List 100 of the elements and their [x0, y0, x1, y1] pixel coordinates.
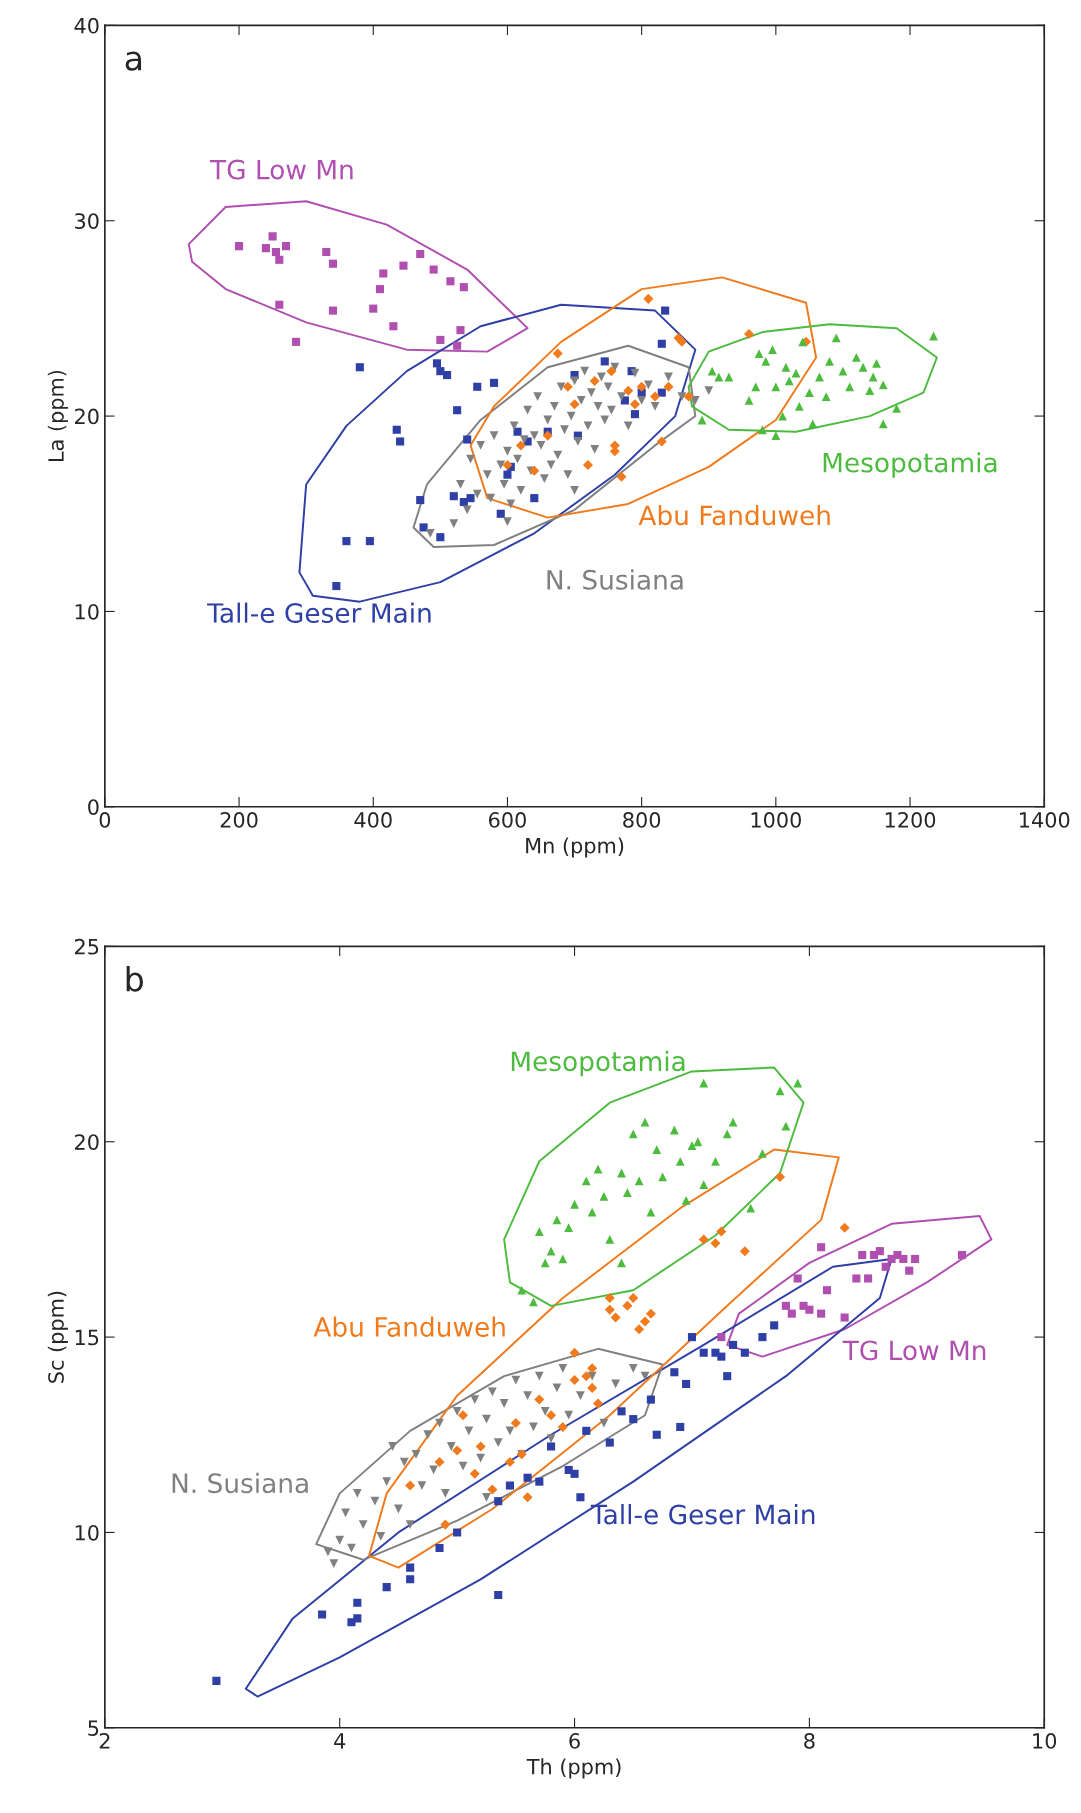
point: [405, 1520, 415, 1530]
point: [570, 1469, 579, 1478]
point: [603, 382, 613, 392]
point: [781, 362, 791, 372]
point: [529, 1297, 538, 1307]
point: [858, 362, 868, 372]
point: [499, 480, 509, 489]
point: [582, 459, 593, 470]
point: [446, 1442, 456, 1451]
point: [707, 366, 717, 376]
x-tick-label: 1000: [751, 812, 801, 828]
point: [569, 1375, 580, 1386]
point: [881, 1262, 890, 1271]
point: [557, 1421, 568, 1432]
point: [630, 410, 639, 419]
point: [728, 1117, 738, 1127]
point: [494, 1497, 503, 1506]
point: [473, 382, 482, 391]
point: [865, 386, 875, 396]
point: [494, 1590, 503, 1599]
point: [637, 396, 647, 405]
point: [449, 492, 458, 501]
point: [342, 537, 351, 546]
point: [505, 1426, 515, 1436]
point: [436, 533, 445, 542]
point: [453, 406, 462, 415]
point: [502, 459, 513, 470]
point: [838, 366, 848, 376]
text: Abu Fanduweh: [313, 1316, 505, 1337]
point: [505, 1481, 515, 1490]
x-tick-label: 10: [1033, 1733, 1057, 1749]
point: [353, 1598, 362, 1607]
point: [677, 392, 687, 401]
point: [268, 232, 277, 241]
point: [540, 1258, 550, 1268]
point: [475, 1441, 486, 1452]
point: [352, 1488, 362, 1498]
point: [523, 1391, 532, 1401]
point: [858, 1250, 867, 1260]
point: [328, 306, 338, 315]
y-tick-label: 40: [74, 17, 99, 34]
point: [539, 474, 549, 483]
point: [513, 427, 522, 436]
y-tick-label: 20: [75, 408, 99, 425]
point: [593, 1398, 604, 1409]
point: [487, 1484, 498, 1495]
point: [805, 388, 814, 398]
point: [771, 431, 781, 441]
point: [281, 242, 291, 251]
point: [543, 415, 553, 425]
point: [552, 1383, 562, 1393]
series-label: Tall-e Geser Main: [207, 602, 431, 623]
point: [440, 1519, 451, 1530]
y-tick-label: 5: [88, 1720, 99, 1736]
point: [710, 1238, 721, 1249]
point: [878, 380, 888, 390]
point: [399, 261, 408, 270]
point: [425, 528, 435, 538]
text: N. Susiana: [547, 569, 683, 590]
point: [382, 1477, 392, 1487]
point: [456, 326, 465, 335]
point: [552, 1215, 562, 1225]
point: [376, 1531, 386, 1541]
point: [899, 1254, 908, 1263]
x-tick-label: 4: [334, 1733, 346, 1749]
x-tick-label: 8: [804, 1733, 815, 1749]
point: [487, 1387, 497, 1397]
point: [546, 1246, 556, 1256]
point: [657, 339, 666, 348]
point: [805, 1305, 814, 1314]
point: [432, 359, 442, 368]
point: [698, 1234, 709, 1245]
point: [464, 1426, 474, 1436]
point: [754, 349, 764, 358]
point: [564, 1410, 574, 1420]
point: [744, 329, 755, 340]
point: [358, 1520, 368, 1530]
point: [569, 1347, 580, 1358]
point: [587, 1382, 598, 1393]
point: [821, 392, 831, 401]
point: [781, 1301, 790, 1310]
point: [586, 388, 596, 398]
point: [640, 1117, 650, 1127]
series-label: Mesopotamia: [823, 452, 997, 478]
point: [607, 405, 616, 415]
point: [499, 1399, 509, 1408]
point: [261, 244, 270, 253]
point: [322, 247, 331, 257]
x-tick-label: 2: [99, 1733, 110, 1749]
point: [434, 1457, 445, 1468]
point: [628, 1363, 638, 1373]
point: [392, 425, 401, 434]
point: [687, 1141, 697, 1151]
point: [580, 366, 590, 376]
point: [798, 337, 808, 347]
point: [482, 1414, 491, 1424]
point: [522, 1492, 533, 1503]
point: [275, 300, 284, 309]
point: [583, 421, 593, 431]
y-tick-label: 25: [75, 938, 99, 955]
